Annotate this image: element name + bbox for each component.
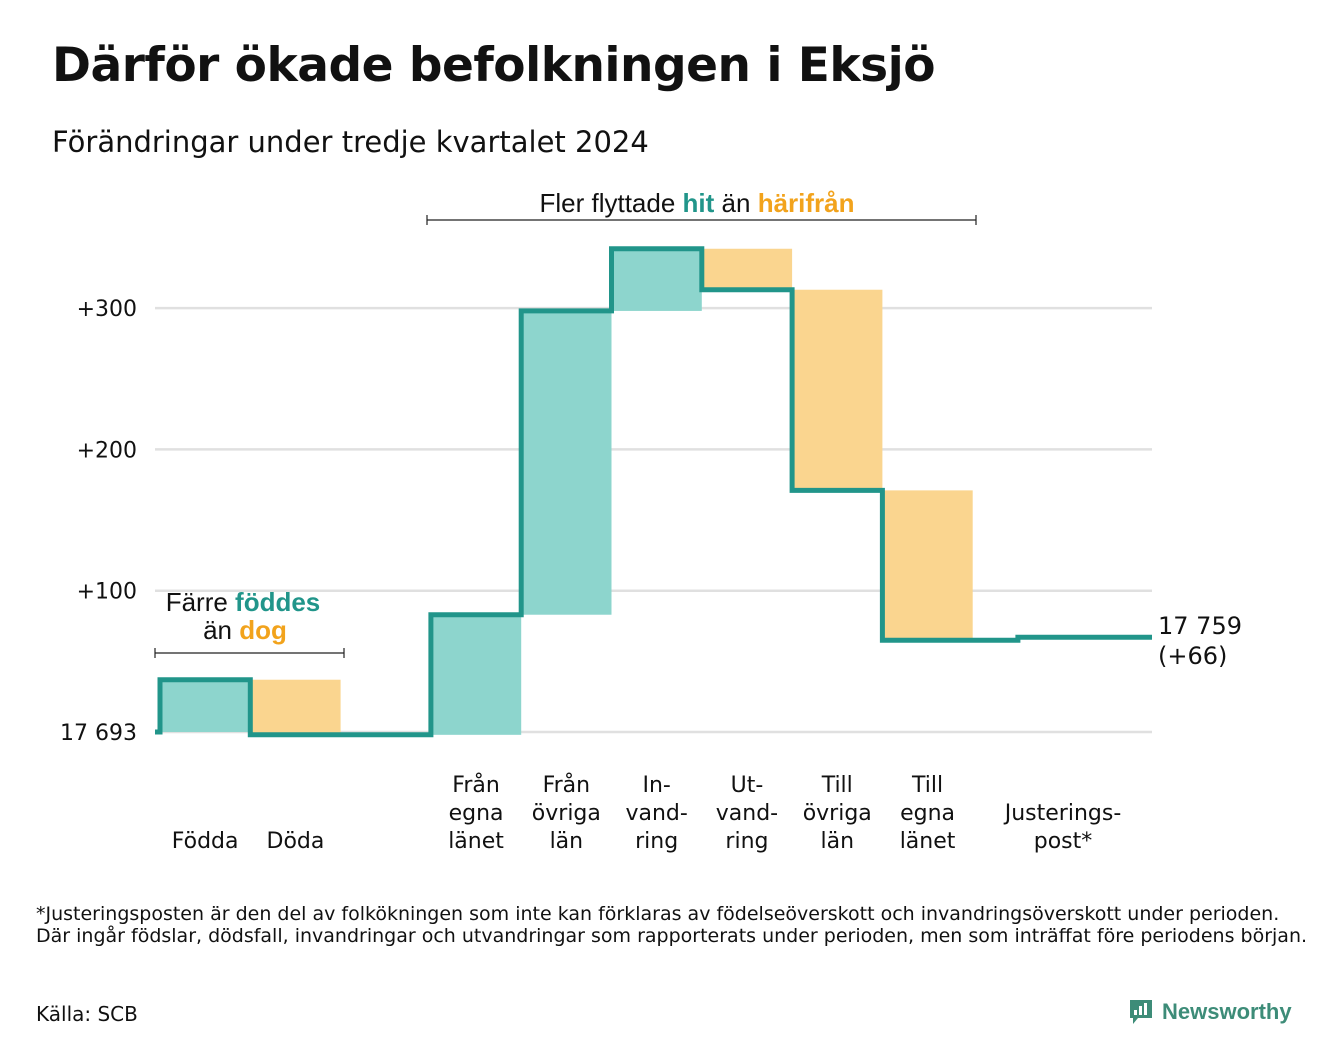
chart-title: Därför ökade befolkningen i Eksjö — [52, 38, 936, 93]
footnote: *Justeringsposten är den del av folkökni… — [36, 903, 1308, 947]
bar — [882, 490, 973, 641]
bar — [701, 248, 793, 290]
source-label: Källa: SCB — [36, 1002, 138, 1026]
end-change: (+66) — [1158, 642, 1227, 670]
cumulative-step-line — [155, 246, 1152, 738]
bars — [160, 248, 973, 735]
chart-subtitle: Förändringar under tredje kvartalet 2024 — [52, 125, 649, 159]
annotation-births-bracket — [154, 648, 345, 658]
annotation-migration-bracket — [426, 215, 977, 225]
y-tick-label: 17 693 — [60, 721, 137, 746]
category-label: Döda — [267, 829, 325, 854]
category-label: Till övriga län — [803, 773, 872, 854]
waterfall-chart: 17 693 +100 +200 +300 Födda Döda Från egna läne… — [60, 188, 1242, 854]
y-axis-tick-labels: 17 693 +100 +200 +300 — [60, 297, 137, 746]
annotation-births: Färre föddes än dog — [154, 587, 345, 658]
category-label: Ut-vand-ring — [716, 773, 778, 854]
bar — [792, 289, 883, 491]
category-label: Från egna länet — [448, 772, 504, 854]
bar — [160, 679, 251, 732]
brand-logo: Newsworthy — [1128, 998, 1292, 1026]
category-label: Födda — [172, 829, 239, 854]
category-label: Från övriga län — [532, 772, 601, 854]
brand-name: Newsworthy — [1162, 999, 1292, 1024]
category-label: Till egna länet — [900, 773, 956, 854]
annotation-births-line1: Färre föddes — [166, 587, 321, 617]
y-tick-label: +300 — [77, 297, 137, 322]
annotation-births-line2: än dog — [203, 615, 287, 645]
y-tick-label: +200 — [77, 438, 137, 463]
annotation-migration-text: Fler flyttade hit än härifrån — [539, 188, 854, 218]
bar — [611, 248, 702, 311]
bar — [250, 679, 341, 735]
category-label: Justerings-post* — [1003, 801, 1122, 854]
category-labels: Födda Döda Från egna länet Från övriga län In-va… — [172, 772, 1121, 854]
newsworthy-logo-icon — [1130, 1000, 1152, 1024]
bar — [521, 310, 612, 615]
gridlines — [155, 306, 1152, 734]
category-label: In-vand-ring — [625, 773, 687, 854]
end-value-label: 17 759 (+66) — [1158, 612, 1242, 670]
y-tick-label: +100 — [77, 580, 137, 605]
bar — [430, 614, 522, 735]
end-value: 17 759 — [1158, 612, 1242, 640]
annotation-migration: Fler flyttade hit än härifrån — [426, 188, 977, 225]
